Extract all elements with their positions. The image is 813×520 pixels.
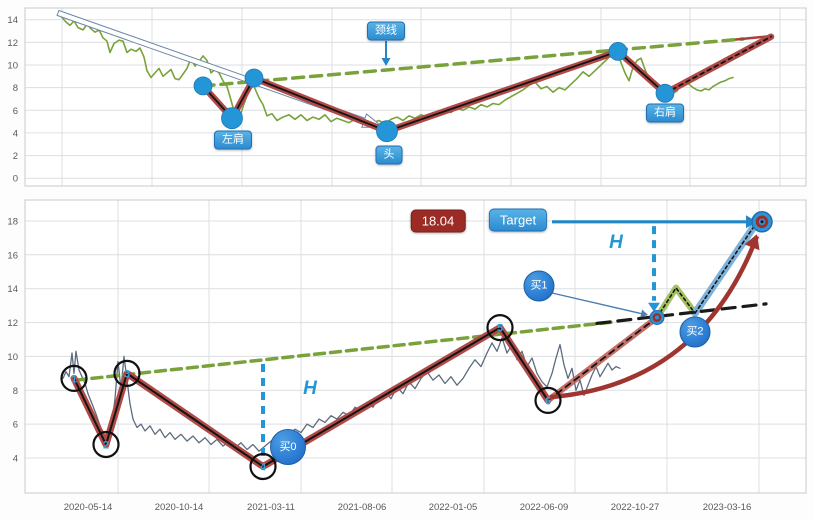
svg-text:0: 0	[13, 174, 18, 185]
wave-point-number: 3	[124, 368, 130, 380]
svg-text:16: 16	[7, 250, 18, 261]
wave-point-number: 4	[260, 462, 267, 474]
svg-text:14: 14	[7, 15, 18, 26]
wave-point-number: 5	[497, 323, 503, 335]
x-axis-date-label: 2020-10-14	[155, 502, 204, 513]
svg-text:2: 2	[13, 151, 18, 162]
pivot-dot	[244, 68, 264, 88]
svg-text:6: 6	[13, 420, 18, 431]
svg-text:10: 10	[7, 61, 18, 72]
pivot-dot	[193, 76, 213, 96]
wave-point-circle	[249, 452, 277, 481]
neckline-label: 颈线	[367, 21, 405, 41]
wave-point-number: 2	[103, 440, 109, 452]
wave-point-circle	[534, 386, 562, 414]
pivot-dot	[221, 107, 243, 130]
x-axis-date-label: 2023-03-16	[703, 502, 752, 513]
x-axis-date-label: 2022-10-27	[611, 502, 660, 513]
x-axis-date-label: 2020-05-14	[64, 502, 113, 513]
buy0-marker: 买0	[270, 429, 306, 465]
svg-text:8: 8	[13, 386, 18, 397]
wave-point-number: 6	[545, 395, 551, 407]
buy1-marker: 买1	[523, 270, 555, 302]
svg-text:14: 14	[7, 284, 18, 295]
pivot-dot	[655, 83, 675, 103]
x-axis-date-label: 2022-01-05	[429, 502, 478, 513]
h-measure-label-right: H	[609, 232, 623, 253]
svg-text:18: 18	[7, 217, 18, 228]
x-axis-date-label: 2022-06-09	[520, 502, 569, 513]
buy2-marker: 买2	[679, 316, 711, 348]
svg-text:6: 6	[13, 106, 18, 117]
right-shoulder-label: 右肩	[646, 103, 684, 123]
top-panel: 0 2 4 6 8 10 12 14	[7, 7, 807, 187]
x-axis-date-label: 2021-03-11	[247, 502, 295, 513]
target-badge: Target	[488, 208, 548, 232]
x-axis-date-label: 2021-08-06	[338, 502, 387, 513]
svg-text:12: 12	[7, 318, 18, 329]
price-target-value-badge: 18.04	[410, 209, 466, 233]
left-shoulder-label: 左肩	[214, 130, 252, 150]
pivot-dot	[608, 42, 628, 61]
svg-text:10: 10	[7, 352, 18, 363]
wave-point-circle	[92, 430, 120, 459]
wave-point-circle	[60, 364, 88, 392]
wave-point-circle	[486, 314, 514, 342]
wave-point-number: 1	[71, 373, 77, 385]
head-label: 头	[375, 145, 403, 165]
pivot-dot	[376, 120, 398, 143]
svg-text:12: 12	[7, 38, 18, 49]
wave-point-circle	[113, 359, 141, 387]
h-measure-label-left: H	[303, 378, 317, 399]
svg-text:4: 4	[13, 128, 18, 139]
svg-text:8: 8	[13, 83, 18, 94]
svg-text:4: 4	[13, 454, 18, 465]
buy1-entry-dot	[649, 310, 665, 325]
